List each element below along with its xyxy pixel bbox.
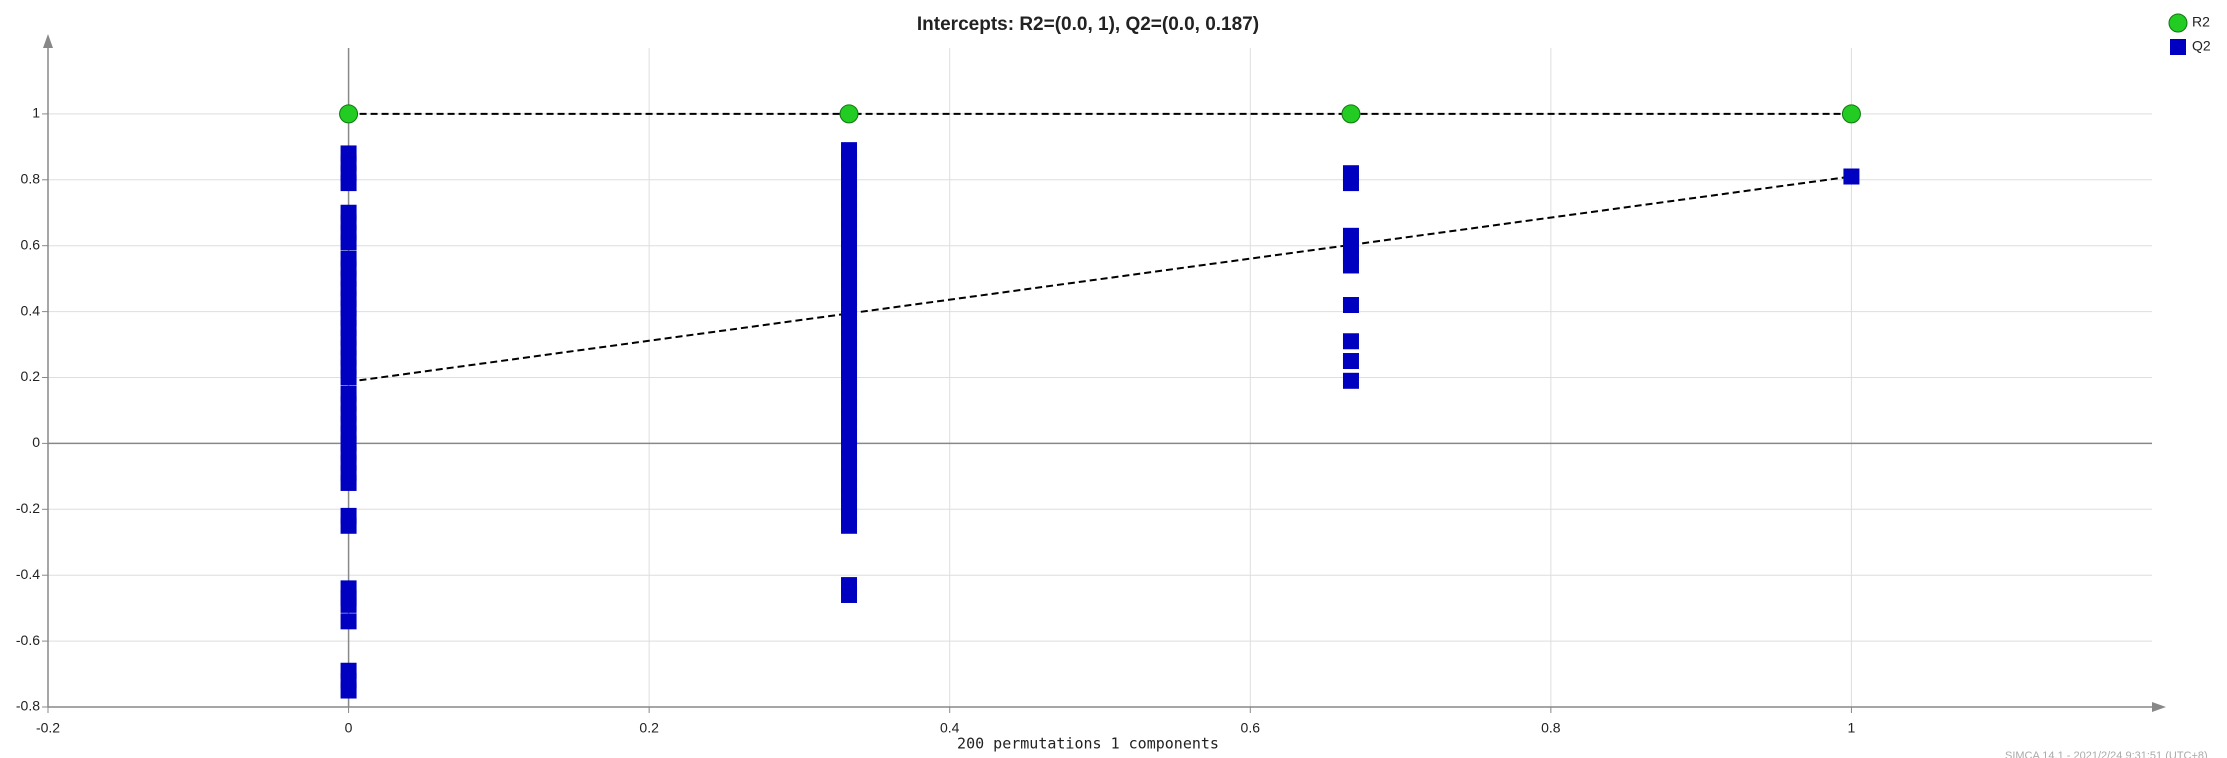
x-tick-label: 0.8 — [1541, 720, 1561, 736]
q2-point — [1843, 168, 1860, 185]
q2-point — [1342, 257, 1359, 274]
legend-marker — [2170, 39, 2186, 55]
y-tick-label: 0 — [32, 434, 40, 450]
q2-point — [1342, 297, 1359, 314]
y-tick-label: 0.6 — [21, 236, 41, 252]
x-axis-label: 200 permutations 1 components — [957, 735, 1219, 753]
q2-point — [1342, 353, 1359, 370]
q2-point — [841, 517, 858, 534]
y-tick-label: -0.6 — [16, 632, 40, 648]
legend-label: Q2 — [2192, 38, 2211, 54]
q2-point — [340, 369, 357, 386]
y-tick-label: -0.4 — [16, 566, 40, 582]
q2-point — [340, 596, 357, 613]
y-tick-label: 0.2 — [21, 368, 41, 384]
q2-point — [1342, 333, 1359, 350]
q2-point — [340, 234, 357, 251]
q2-point — [340, 613, 357, 630]
r2-point — [339, 104, 359, 124]
x-tick-label: 0.4 — [940, 720, 960, 736]
x-tick-label: 0.2 — [639, 720, 659, 736]
x-tick-label: 0 — [345, 720, 353, 736]
q2-point — [340, 682, 357, 699]
q2-point — [1342, 372, 1359, 389]
y-tick-label: 0.4 — [21, 302, 41, 318]
y-tick-label: 0.8 — [21, 171, 41, 187]
q2-point — [340, 474, 357, 491]
x-tick-label: 0.6 — [1241, 720, 1261, 736]
axis-arrow — [43, 34, 53, 48]
q2-point — [340, 175, 357, 192]
legend-marker — [2168, 13, 2188, 33]
watermark: SIMCA 14.1 - 2021/2/24 9:31:51 (UTC+8) — [2005, 750, 2208, 758]
y-tick-label: -0.2 — [16, 500, 40, 516]
r2-point — [839, 104, 859, 124]
r2-point — [1341, 104, 1361, 124]
x-tick-label: -0.2 — [36, 720, 60, 736]
y-tick-label: -0.8 — [16, 698, 40, 714]
y-tick-label: 1 — [32, 105, 40, 121]
r2-point — [1841, 104, 1861, 124]
q2-point — [841, 586, 858, 603]
q2-point — [340, 517, 357, 534]
trend-line — [348, 175, 1852, 383]
axis-arrow — [2152, 702, 2166, 712]
chart-title: Intercepts: R2=(0.0, 1), Q2=(0.0, 0.187) — [917, 14, 1259, 35]
q2-point — [1342, 175, 1359, 192]
legend-label: R2 — [2192, 14, 2210, 30]
x-tick-label: 1 — [1848, 720, 1856, 736]
